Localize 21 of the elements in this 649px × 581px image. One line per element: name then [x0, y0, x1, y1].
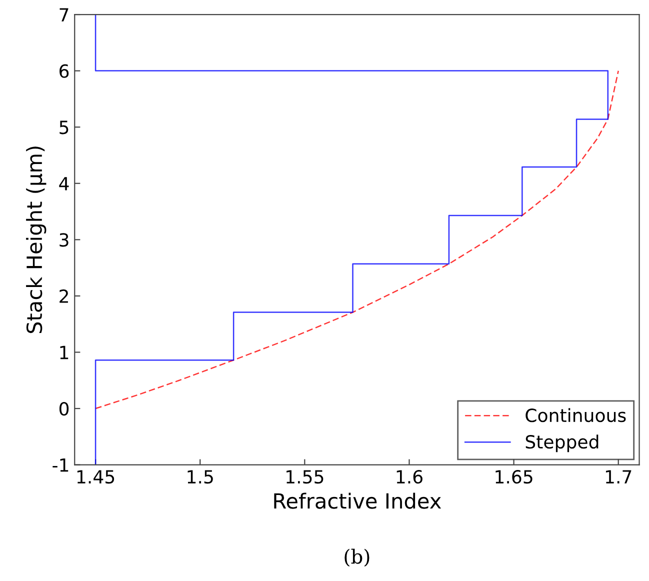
- x-axis-title: Refractive Index: [274, 492, 442, 509]
- text: (b): [344, 548, 370, 567]
- y-tick-label: 3: [60, 233, 68, 247]
- legend-label: Stepped: [526, 434, 598, 452]
- y-tick-label: 7: [60, 8, 68, 22]
- x-tick-label: 1.5: [188, 470, 213, 484]
- y-tick-label: 1: [60, 346, 68, 360]
- line-series: [94, 70, 619, 410]
- y-tick-label: 5: [60, 120, 68, 134]
- y-tick-label: 6: [60, 64, 69, 78]
- y-axis-title: Stack Height (μm): [26, 146, 46, 334]
- x-tick-label: 1.6: [396, 470, 422, 484]
- y-tick-label: 0: [59, 402, 69, 416]
- y-tick-label: 4: [59, 177, 69, 190]
- y-tick-label: 2: [60, 289, 68, 303]
- legend-label: Continuous: [526, 408, 626, 422]
- x-tick-label: 1.7: [606, 470, 632, 484]
- y-tick-label: -1: [52, 458, 68, 472]
- x-tick-label: 1.45: [77, 470, 114, 484]
- x-tick-label: 1.65: [496, 470, 532, 484]
- x-tick-label: 1.55: [286, 470, 324, 484]
